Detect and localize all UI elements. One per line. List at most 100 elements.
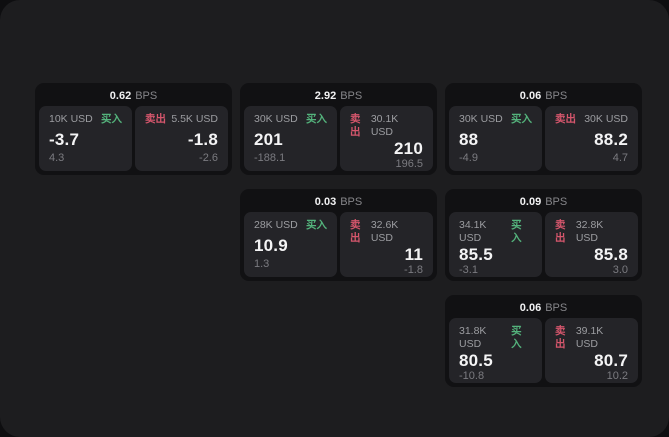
bps-unit: BPS xyxy=(545,196,568,208)
bps-unit: BPS xyxy=(545,302,568,314)
card-header: 0.62 BPS xyxy=(39,87,228,106)
sell-delta: 4.7 xyxy=(612,152,628,164)
sell-panel[interactable]: 卖出 32.6K USD 11 -1.8 xyxy=(340,212,433,277)
sell-label: 卖出 xyxy=(350,219,361,244)
quote-cards-grid: 0.62 BPS 10K USD 买入 -3.7 4.3 卖出 5.5K USD xyxy=(35,83,642,387)
sell-panel[interactable]: 卖出 30K USD 88.2 4.7 xyxy=(545,106,638,171)
buy-panel-top: 30K USD 买入 xyxy=(254,113,327,126)
sell-panel-top: 卖出 30K USD xyxy=(555,113,628,126)
card-body: 31.8K USD 买入 80.5 -10.8 卖出 39.1K USD 80.… xyxy=(449,318,638,383)
buy-amount: 30K USD xyxy=(254,113,298,125)
buy-panel[interactable]: 30K USD 买入 88 -4.9 xyxy=(449,106,542,171)
buy-panel-top: 34.1K USD 买入 xyxy=(459,219,532,245)
quote-card: 0.06 BPS 31.8K USD 买入 80.5 -10.8 卖出 39.1… xyxy=(445,295,642,387)
sell-amount: 32.8K USD xyxy=(575,219,604,244)
buy-price: 88 xyxy=(459,129,479,149)
sell-delta: 3.0 xyxy=(612,264,628,276)
buy-amount: 28K USD xyxy=(254,219,298,231)
sell-panel-top: 卖出 39.1K USD xyxy=(555,325,628,351)
buy-panel-top: 10K USD 买入 xyxy=(49,113,122,126)
buy-price: 80.5 xyxy=(459,351,493,370)
buy-delta: 4.3 xyxy=(49,152,65,164)
buy-label: 买入 xyxy=(511,219,522,244)
quote-card: 0.03 BPS 28K USD 买入 10.9 1.3 卖出 32.6K US… xyxy=(240,189,437,281)
card-body: 30K USD 买入 88 -4.9 卖出 30K USD 88.2 4.7 xyxy=(449,106,638,171)
sell-panel-top: 卖出 32.8K USD xyxy=(555,219,628,245)
buy-panel-top: 28K USD 买入 xyxy=(254,219,327,232)
buy-label: 买入 xyxy=(511,113,532,125)
buy-price: 85.5 xyxy=(459,245,493,264)
sell-panel[interactable]: 卖出 32.8K USD 85.8 3.0 xyxy=(545,212,638,277)
sell-label: 卖出 xyxy=(555,113,576,125)
buy-delta: -188.1 xyxy=(254,152,286,164)
quote-card: 2.92 BPS 30K USD 买入 201 -188.1 卖出 30.1K … xyxy=(240,83,437,175)
bps-unit: BPS xyxy=(135,90,158,102)
sell-panel[interactable]: 卖出 39.1K USD 80.7 10.2 xyxy=(545,318,638,383)
sell-amount: 39.1K USD xyxy=(575,325,604,350)
buy-amount: 34.1K USD xyxy=(459,219,487,244)
buy-label: 买入 xyxy=(101,113,122,125)
sell-label: 卖出 xyxy=(145,113,166,125)
bps-value: 2.92 xyxy=(314,90,337,102)
sell-delta: 10.2 xyxy=(606,370,628,382)
sell-price: 11 xyxy=(404,245,423,264)
card-header: 0.06 BPS xyxy=(449,87,638,106)
bps-value: 0.06 xyxy=(519,90,542,102)
buy-panel[interactable]: 28K USD 买入 10.9 1.3 xyxy=(244,212,337,277)
card-header: 0.09 BPS xyxy=(449,193,638,212)
sell-label: 卖出 xyxy=(555,219,566,244)
card-header: 0.06 BPS xyxy=(449,299,638,318)
sell-amount: 30.1K USD xyxy=(370,113,399,138)
buy-label: 买入 xyxy=(306,113,327,125)
buy-delta: 1.3 xyxy=(254,258,270,270)
card-header: 0.03 BPS xyxy=(244,193,433,212)
quote-card: 0.62 BPS 10K USD 买入 -3.7 4.3 卖出 5.5K USD xyxy=(35,83,232,175)
bps-unit: BPS xyxy=(340,196,363,208)
buy-panel-top: 31.8K USD 买入 xyxy=(459,325,532,351)
sell-panel[interactable]: 卖出 30.1K USD 210 196.5 xyxy=(340,106,433,171)
buy-amount: 30K USD xyxy=(459,113,503,125)
sell-amount: 30K USD xyxy=(584,113,628,125)
quote-card: 0.06 BPS 30K USD 买入 88 -4.9 卖出 30K USD xyxy=(445,83,642,175)
buy-panel[interactable]: 30K USD 买入 201 -188.1 xyxy=(244,106,337,171)
sell-amount: 32.6K USD xyxy=(370,219,399,244)
buy-label: 买入 xyxy=(511,325,522,350)
card-header: 2.92 BPS xyxy=(244,87,433,106)
buy-amount: 10K USD xyxy=(49,113,93,125)
sell-delta: -1.8 xyxy=(404,264,423,276)
sell-price: 80.7 xyxy=(594,351,628,370)
buy-amount: 31.8K USD xyxy=(459,325,487,350)
buy-panel[interactable]: 34.1K USD 买入 85.5 -3.1 xyxy=(449,212,542,277)
buy-label: 买入 xyxy=(306,219,327,231)
sell-label: 卖出 xyxy=(350,113,361,138)
bps-value: 0.03 xyxy=(314,196,337,208)
quote-card: 0.09 BPS 34.1K USD 买入 85.5 -3.1 卖出 32.8K… xyxy=(445,189,642,281)
buy-delta: -10.8 xyxy=(459,370,485,382)
sell-price: 85.8 xyxy=(594,245,628,264)
buy-panel[interactable]: 10K USD 买入 -3.7 4.3 xyxy=(39,106,132,171)
buy-panel[interactable]: 31.8K USD 买入 80.5 -10.8 xyxy=(449,318,542,383)
sell-amount: 5.5K USD xyxy=(171,113,218,125)
bps-value: 0.09 xyxy=(519,196,542,208)
card-body: 34.1K USD 买入 85.5 -3.1 卖出 32.8K USD 85.8… xyxy=(449,212,638,277)
buy-panel-top: 30K USD 买入 xyxy=(459,113,532,126)
card-body: 28K USD 买入 10.9 1.3 卖出 32.6K USD 11 -1.8 xyxy=(244,212,433,277)
buy-price: 201 xyxy=(254,129,283,149)
buy-price: -3.7 xyxy=(49,129,80,149)
buy-delta: -3.1 xyxy=(459,264,478,276)
card-body: 30K USD 买入 201 -188.1 卖出 30.1K USD 210 1… xyxy=(244,106,433,171)
sell-price: 210 xyxy=(394,139,423,158)
card-body: 10K USD 买入 -3.7 4.3 卖出 5.5K USD -1.8 -2.… xyxy=(39,106,228,171)
bps-unit: BPS xyxy=(545,90,568,102)
sell-label: 卖出 xyxy=(555,325,566,350)
bps-value: 0.06 xyxy=(519,302,542,314)
sell-price: -1.8 xyxy=(187,129,218,149)
bps-value: 0.62 xyxy=(109,90,132,102)
sell-panel[interactable]: 卖出 5.5K USD -1.8 -2.6 xyxy=(135,106,228,171)
sell-panel-top: 卖出 30.1K USD xyxy=(350,113,423,139)
sell-panel-top: 卖出 32.6K USD xyxy=(350,219,423,245)
buy-delta: -4.9 xyxy=(459,152,478,164)
sell-price: 88.2 xyxy=(594,129,628,149)
sell-panel-top: 卖出 5.5K USD xyxy=(145,113,218,126)
